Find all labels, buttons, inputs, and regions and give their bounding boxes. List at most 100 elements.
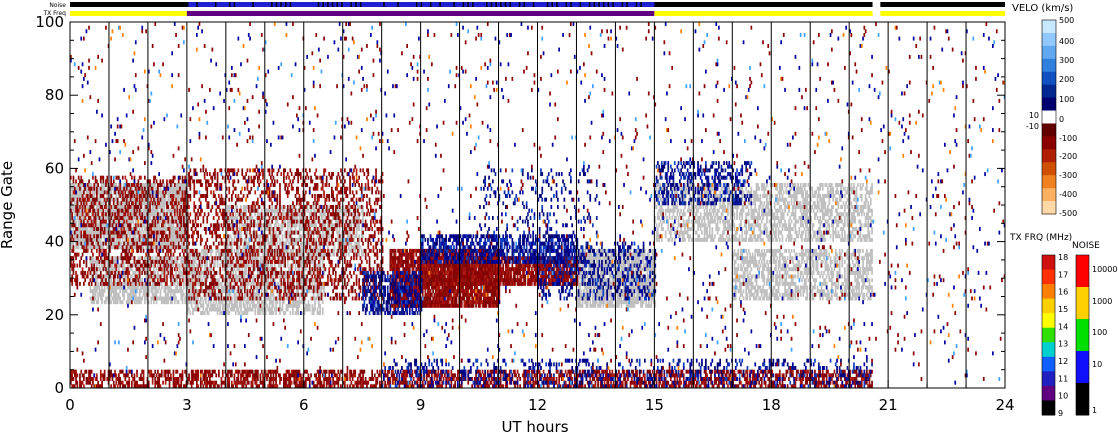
data-cell	[133, 274, 136, 279]
data-cell	[331, 230, 333, 235]
data-cell	[581, 270, 584, 275]
data-cell	[312, 248, 315, 253]
data-cell	[140, 300, 142, 305]
data-cell	[228, 216, 231, 220]
data-cell	[599, 248, 602, 253]
data-cell	[253, 208, 255, 213]
data-cell	[72, 183, 75, 187]
data-cell	[81, 183, 84, 187]
data-cell	[651, 259, 654, 264]
data-cell	[259, 227, 262, 231]
data-cell	[238, 311, 241, 316]
data-cell	[136, 289, 138, 294]
data-cell	[106, 245, 109, 250]
data-cell	[173, 186, 176, 191]
data-cell	[103, 274, 106, 279]
data-cell	[629, 292, 632, 297]
data-cell	[231, 237, 233, 242]
data-cell	[627, 267, 629, 272]
data-cell	[318, 241, 320, 246]
data-cell	[172, 208, 175, 213]
data-cell	[172, 237, 175, 242]
data-cell	[138, 230, 141, 235]
data-cell	[625, 292, 628, 297]
data-cell	[281, 216, 284, 220]
data-cell	[164, 219, 167, 224]
data-cell	[121, 285, 124, 290]
data-cell	[127, 219, 129, 224]
data-cell	[109, 281, 111, 286]
data-cell	[262, 259, 264, 264]
data-cell	[283, 285, 285, 290]
data-cell	[138, 183, 141, 187]
data-cell	[144, 292, 146, 297]
data-cell	[173, 237, 176, 242]
data-cell	[357, 223, 359, 228]
data-cell	[344, 208, 346, 213]
data-cell	[142, 263, 145, 268]
data-cell	[134, 259, 137, 264]
data-cell	[223, 307, 225, 312]
data-cell	[166, 292, 168, 297]
data-cell	[98, 234, 101, 239]
data-cell	[189, 281, 192, 286]
data-cell	[242, 223, 245, 228]
data-cell	[99, 237, 102, 242]
data-cell	[202, 311, 205, 316]
data-cell	[137, 208, 140, 213]
data-cell	[154, 256, 157, 261]
data-cell	[632, 303, 634, 308]
data-cell	[71, 186, 73, 191]
data-cell	[206, 307, 209, 312]
data-cell	[633, 274, 636, 279]
data-cell	[258, 303, 260, 308]
data-cell	[264, 289, 267, 294]
data-cell	[280, 274, 283, 279]
data-cell	[97, 186, 99, 191]
data-cell	[276, 300, 279, 305]
noise-segment	[341, 2, 343, 7]
data-cell	[96, 274, 98, 279]
data-cell	[268, 241, 271, 246]
data-cell	[640, 303, 642, 308]
data-cell	[92, 300, 94, 305]
data-cell	[344, 230, 346, 235]
data-cell	[647, 252, 650, 257]
data-cell	[644, 292, 646, 297]
data-cell	[141, 237, 144, 242]
data-cell	[358, 234, 360, 239]
data-cell	[96, 278, 98, 283]
data-cell	[106, 296, 109, 301]
data-cell	[147, 183, 150, 187]
data-cell	[259, 212, 262, 217]
data-cell	[73, 197, 76, 202]
data-cell	[111, 234, 114, 239]
data-cell	[308, 256, 311, 261]
data-cell	[215, 300, 218, 305]
data-cell	[283, 274, 285, 279]
data-cell	[290, 278, 293, 283]
data-cell	[160, 274, 163, 279]
data-cell	[316, 245, 319, 250]
data-cell	[621, 263, 624, 268]
data-cell	[231, 300, 233, 305]
data-cell	[184, 234, 186, 239]
data-cell	[286, 289, 289, 294]
data-cell	[228, 241, 231, 246]
data-cell	[227, 274, 229, 279]
noise-segment	[570, 2, 572, 7]
data-cell	[281, 227, 284, 231]
data-cell	[301, 245, 303, 250]
data-cell	[308, 303, 311, 308]
data-cell	[96, 216, 98, 220]
data-cell	[333, 245, 336, 250]
data-cell	[646, 252, 649, 257]
data-cell	[280, 285, 283, 290]
data-cell	[75, 212, 77, 217]
data-cell	[650, 285, 653, 290]
data-cell	[585, 274, 588, 279]
data-cell	[125, 241, 128, 246]
data-cell	[324, 223, 327, 228]
data-cell	[311, 278, 314, 283]
data-cell	[355, 208, 358, 213]
